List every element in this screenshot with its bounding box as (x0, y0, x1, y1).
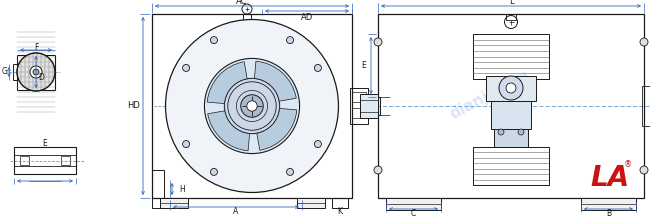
Circle shape (205, 59, 300, 154)
Circle shape (224, 78, 280, 134)
Bar (152, 170, 164, 198)
Circle shape (33, 69, 39, 75)
Circle shape (183, 64, 190, 71)
Circle shape (640, 166, 648, 174)
Text: K: K (337, 206, 343, 216)
Circle shape (183, 141, 190, 148)
Circle shape (30, 66, 42, 78)
Circle shape (17, 53, 55, 91)
Circle shape (287, 168, 294, 175)
Bar (20, 156, 29, 165)
Bar (152, 14, 352, 198)
Bar (362, 97, 380, 115)
Bar (486, 76, 536, 101)
Circle shape (374, 166, 382, 174)
Bar (491, 101, 531, 129)
Bar (506, 14, 516, 20)
Circle shape (518, 129, 524, 135)
Circle shape (211, 37, 218, 44)
Circle shape (287, 37, 294, 44)
Bar (473, 147, 549, 185)
Text: E: E (43, 138, 47, 148)
Text: AC: AC (236, 0, 248, 6)
Circle shape (499, 76, 523, 100)
Text: A: A (233, 206, 239, 216)
Text: F: F (34, 43, 38, 51)
Bar (386, 198, 441, 210)
Bar (152, 198, 164, 208)
Bar (378, 14, 644, 198)
Circle shape (498, 129, 504, 135)
Circle shape (315, 141, 321, 148)
Text: G: G (2, 67, 8, 76)
Text: B: B (606, 210, 611, 216)
Bar (350, 88, 368, 124)
Circle shape (211, 168, 218, 175)
Text: E: E (361, 61, 367, 70)
Text: ®: ® (624, 160, 632, 170)
Ellipse shape (166, 19, 339, 192)
Wedge shape (254, 61, 296, 101)
Circle shape (640, 38, 648, 46)
Wedge shape (207, 62, 247, 104)
Circle shape (247, 101, 257, 111)
Circle shape (315, 64, 321, 71)
Bar (642, 86, 650, 126)
Bar (473, 34, 549, 79)
Bar (352, 92, 366, 102)
Text: D: D (38, 73, 44, 81)
Bar (494, 129, 528, 147)
Bar (581, 198, 636, 210)
Bar (360, 94, 378, 118)
Circle shape (506, 83, 516, 93)
Text: dianji.com: dianji.com (447, 68, 532, 122)
Circle shape (374, 38, 382, 46)
Bar (352, 108, 366, 118)
Bar (332, 198, 348, 208)
Text: L: L (509, 0, 514, 6)
Bar (14, 147, 76, 174)
Bar (160, 198, 188, 208)
Text: www.jh
jidia
nji.com: www.jh jidia nji.com (262, 79, 328, 141)
Text: LA: LA (590, 164, 630, 192)
Bar (297, 198, 325, 208)
Circle shape (240, 95, 263, 117)
Text: C: C (411, 210, 416, 216)
Text: H: H (179, 184, 185, 194)
Wedge shape (208, 111, 250, 151)
Text: AD: AD (301, 13, 313, 22)
Text: HD: HD (127, 102, 140, 111)
Wedge shape (257, 108, 297, 150)
Bar (61, 156, 70, 165)
